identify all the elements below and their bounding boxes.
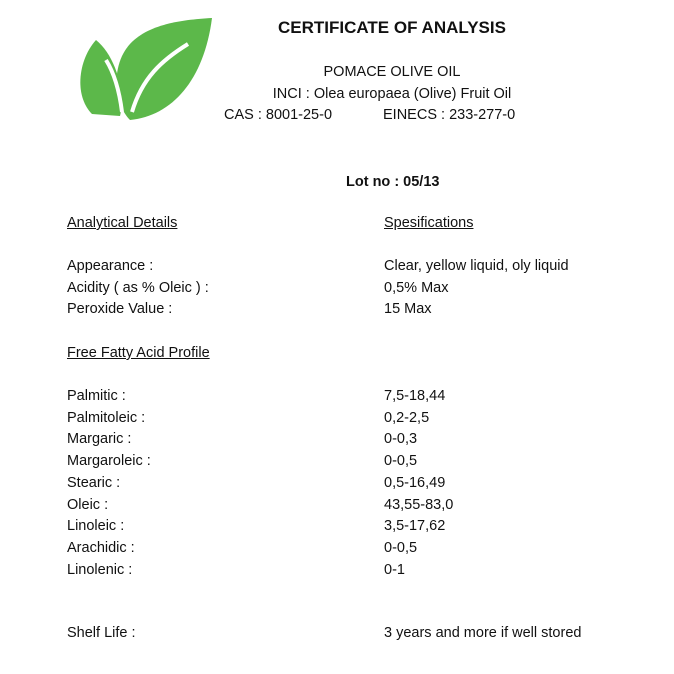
spec-value: 0-0,5 bbox=[384, 453, 418, 470]
inci-name: INCI : Olea europaea (Olive) Fruit Oil bbox=[272, 86, 512, 102]
spec-label: Margaric : bbox=[67, 431, 132, 448]
spec-label: Peroxide Value : bbox=[67, 301, 173, 317]
spec-label: Arachidic : bbox=[67, 539, 135, 556]
shelf-life-label: Shelf Life : bbox=[67, 625, 136, 641]
cas-number: CAS : 8001-25-0 bbox=[224, 107, 333, 123]
lot-number: Lot no : 05/13 bbox=[346, 174, 440, 190]
spec-label: Appearance : bbox=[67, 258, 154, 274]
spec-label: Acidity ( as % Oleic ) : bbox=[67, 279, 209, 296]
spec-label: Linoleic : bbox=[67, 518, 125, 535]
spec-value: 0,5-16,49 bbox=[384, 474, 446, 491]
spec-label: Stearic : bbox=[67, 474, 121, 491]
leaf-logo-icon bbox=[80, 18, 212, 120]
column-heading-specifications: Spesifications bbox=[384, 215, 474, 231]
einecs-number: EINECS : 233-277-0 bbox=[383, 107, 516, 123]
spec-value: 7,5-18,44 bbox=[384, 388, 446, 404]
shelf-life-value: 3 years and more if well stored bbox=[384, 625, 582, 641]
document-title: CERTIFICATE OF ANALYSIS bbox=[278, 18, 506, 37]
spec-label: Oleic : bbox=[67, 496, 109, 513]
spec-value: 15 Max bbox=[384, 301, 432, 317]
spec-value: 0,2-2,5 bbox=[384, 409, 430, 426]
spec-label: Palmitic : bbox=[67, 388, 126, 404]
spec-value: 0-0,5 bbox=[384, 539, 418, 556]
spec-value: 43,55-83,0 bbox=[384, 496, 454, 513]
spec-value: 0,5% Max bbox=[384, 279, 449, 296]
spec-value: 3,5-17,62 bbox=[384, 518, 446, 535]
column-heading-analytical: Analytical Details bbox=[67, 215, 178, 231]
product-name: POMACE OLIVE OIL bbox=[323, 64, 461, 80]
spec-label: Margaroleic : bbox=[67, 453, 151, 470]
spec-label: Linolenic : bbox=[67, 561, 133, 578]
fatty-acid-heading: Free Fatty Acid Profile bbox=[67, 345, 210, 361]
spec-value: 0-0,3 bbox=[384, 431, 418, 448]
spec-label: Palmitoleic : bbox=[67, 409, 146, 426]
spec-value: Clear, yellow liquid, oly liquid bbox=[384, 258, 569, 274]
spec-value: 0-1 bbox=[384, 561, 405, 578]
